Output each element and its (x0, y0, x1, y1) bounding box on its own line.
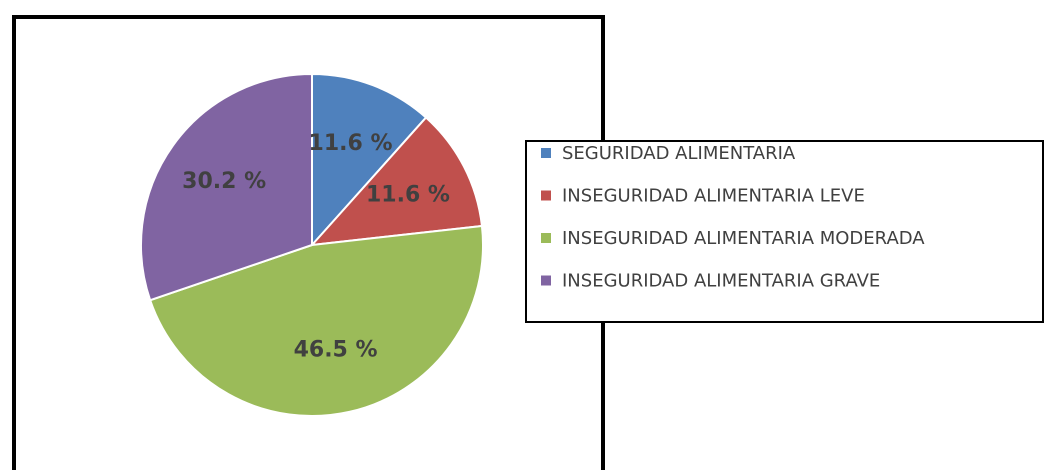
legend: SEGURIDAD ALIMENTARIA INSEGURIDAD ALIMENT… (541, 143, 925, 292)
legend-swatch (541, 148, 551, 158)
legend-frame (525, 140, 1044, 323)
data-label: 30.2 % (182, 169, 266, 194)
pie-slice (140, 72, 313, 302)
legend-label: SEGURIDAD ALIMENTARIA (562, 143, 796, 164)
data-label: 11.6 % (366, 182, 450, 207)
legend-swatch (541, 190, 551, 201)
pie: 11.6 % 11.6 % 46.5 % 30.2 % (140, 72, 484, 417)
legend-swatch (541, 233, 551, 243)
pie-slice (148, 224, 484, 417)
legend-swatch (541, 275, 551, 286)
legend-label: INSEGURIDAD ALIMENTARIA LEVE (562, 186, 865, 207)
data-label: 46.5 % (294, 337, 378, 362)
pie-slice (309, 116, 484, 247)
legend-label: INSEGURIDAD ALIMENTARIA MODERADA (562, 228, 925, 249)
pie-slice (311, 72, 428, 248)
data-label: 11.6 % (309, 131, 393, 156)
legend-label: INSEGURIDAD ALIMENTARIA GRAVE (562, 271, 880, 292)
